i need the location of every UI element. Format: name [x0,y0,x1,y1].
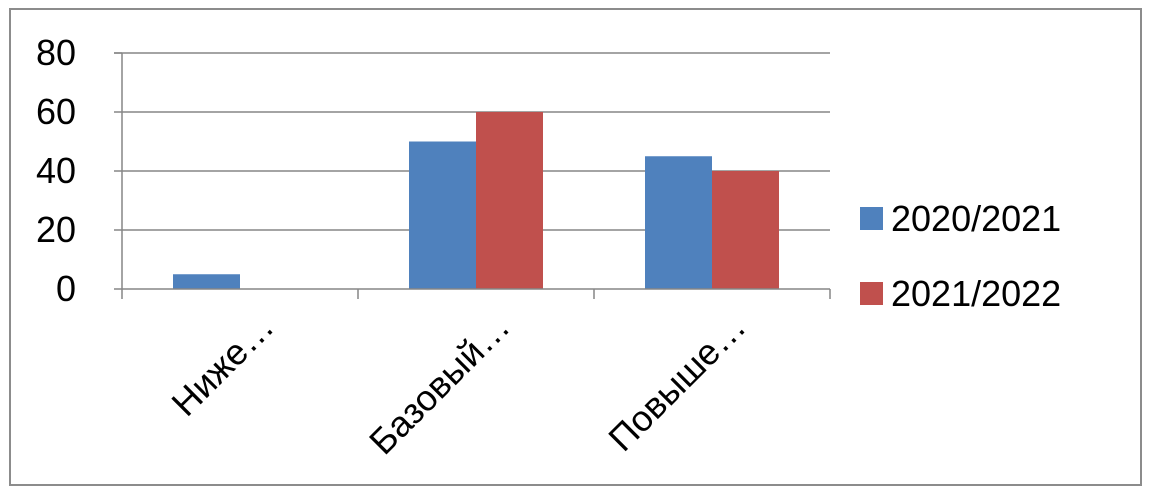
bar-1-1 [173,274,240,289]
bar-1-2 [409,141,476,289]
y-tick-label: 0 [56,268,76,309]
bar-2-2 [476,112,543,289]
x-category-label: Базовый… [361,306,518,463]
y-tick-label: 40 [36,150,76,191]
legend: 2020/2021 2021/2022 [860,198,1061,314]
y-tick-labels: 0 20 40 60 80 [36,32,76,309]
x-category-label: Ниже… [163,306,281,424]
legend-label: 2021/2022 [891,273,1061,314]
y-tick-label: 80 [36,32,76,73]
y-tick-label: 20 [36,209,76,250]
chart-frame [9,8,1142,486]
legend-swatch [860,282,883,305]
bars [173,112,779,289]
bar-1-3 [645,156,712,289]
legend-label: 2020/2021 [891,198,1061,239]
axes [114,52,831,299]
legend-swatch [860,207,883,230]
x-category-labels: Ниже… Базовый… Повыше… [163,306,753,463]
x-category-label: Повыше… [600,306,753,459]
bar-2-3 [712,171,779,289]
y-tick-label: 60 [36,91,76,132]
